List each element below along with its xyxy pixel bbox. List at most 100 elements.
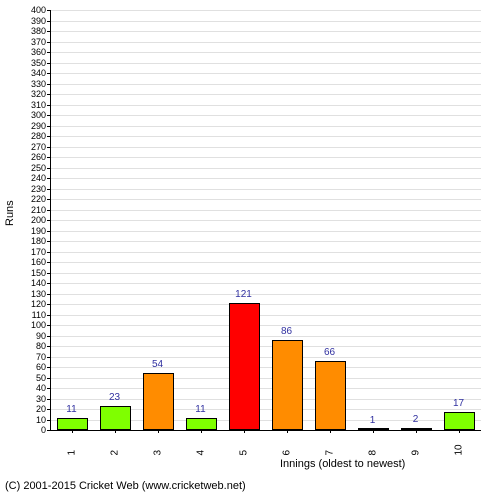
y-tick-label: 50 (36, 373, 46, 383)
y-tick-mark (47, 105, 50, 106)
y-tick-mark (47, 325, 50, 326)
y-tick-label: 330 (31, 79, 46, 89)
y-tick-mark (47, 252, 50, 253)
y-tick-mark (47, 262, 50, 263)
y-tick-label: 140 (31, 278, 46, 288)
y-tick-mark (47, 52, 50, 53)
grid-line (51, 357, 481, 358)
y-tick-label: 60 (36, 362, 46, 372)
y-tick-mark (47, 367, 50, 368)
y-tick-label: 120 (31, 299, 46, 309)
grid-line (51, 115, 481, 116)
grid-line (51, 378, 481, 379)
grid-line (51, 52, 481, 53)
y-tick-label: 10 (36, 415, 46, 425)
y-tick-mark (47, 168, 50, 169)
y-tick-mark (47, 231, 50, 232)
y-tick-mark (47, 73, 50, 74)
y-tick-label: 310 (31, 100, 46, 110)
y-tick-label: 320 (31, 89, 46, 99)
x-tick-mark (158, 430, 159, 433)
y-tick-label: 230 (31, 184, 46, 194)
y-tick-mark (47, 115, 50, 116)
grid-line (51, 346, 481, 347)
y-tick-label: 400 (31, 5, 46, 15)
x-tick-mark (416, 430, 417, 433)
y-tick-mark (47, 283, 50, 284)
y-tick-label: 150 (31, 268, 46, 278)
bar (272, 340, 302, 430)
bar (143, 373, 173, 430)
x-tick-mark (459, 430, 460, 433)
grid-line (51, 252, 481, 253)
y-tick-mark (47, 31, 50, 32)
y-tick-label: 350 (31, 58, 46, 68)
grid-line (51, 105, 481, 106)
x-tick-label: 8 (367, 450, 378, 456)
y-tick-mark (47, 210, 50, 211)
bar-value-label: 121 (235, 289, 252, 300)
y-tick-label: 270 (31, 142, 46, 152)
grid-line (51, 231, 481, 232)
grid-line (51, 336, 481, 337)
y-tick-mark (47, 304, 50, 305)
y-tick-mark (47, 336, 50, 337)
bar (229, 303, 259, 430)
bar (57, 418, 87, 430)
y-tick-mark (47, 273, 50, 274)
y-tick-mark (47, 420, 50, 421)
x-tick-label: 1 (66, 450, 77, 456)
grid-line (51, 31, 481, 32)
y-tick-mark (47, 378, 50, 379)
y-tick-label: 250 (31, 163, 46, 173)
y-tick-label: 300 (31, 110, 46, 120)
x-axis-title: Innings (oldest to newest) (280, 458, 405, 470)
bar-value-label: 17 (453, 398, 464, 409)
y-tick-mark (47, 126, 50, 127)
y-tick-mark (47, 346, 50, 347)
y-tick-label: 40 (36, 383, 46, 393)
grid-line (51, 315, 481, 316)
grid-line (51, 262, 481, 263)
y-tick-mark (47, 21, 50, 22)
y-tick-label: 180 (31, 236, 46, 246)
bar-value-label: 2 (413, 414, 419, 425)
y-tick-mark (47, 409, 50, 410)
grid-line (51, 294, 481, 295)
y-tick-mark (47, 189, 50, 190)
y-tick-mark (47, 63, 50, 64)
x-tick-mark (287, 430, 288, 433)
grid-line (51, 21, 481, 22)
x-tick-label: 10 (453, 444, 464, 455)
bar-value-label: 11 (195, 404, 205, 415)
y-tick-label: 290 (31, 121, 46, 131)
plot-area (50, 10, 481, 431)
grid-line (51, 42, 481, 43)
bar-value-label: 66 (324, 347, 335, 358)
y-tick-mark (47, 357, 50, 358)
y-tick-label: 220 (31, 194, 46, 204)
grid-line (51, 10, 481, 11)
y-tick-mark (47, 430, 50, 431)
y-tick-mark (47, 178, 50, 179)
grid-line (51, 84, 481, 85)
grid-line (51, 283, 481, 284)
bar (100, 406, 130, 430)
x-tick-label: 2 (109, 450, 120, 456)
x-tick-label: 3 (152, 450, 163, 456)
grid-line (51, 189, 481, 190)
grid-line (51, 241, 481, 242)
grid-line (51, 325, 481, 326)
y-tick-label: 130 (31, 289, 46, 299)
bar (315, 361, 345, 430)
y-tick-label: 160 (31, 257, 46, 267)
bar-value-label: 1 (370, 415, 376, 426)
x-tick-label: 5 (238, 450, 249, 456)
y-tick-label: 0 (41, 425, 46, 435)
y-tick-label: 280 (31, 131, 46, 141)
grid-line (51, 304, 481, 305)
grid-line (51, 157, 481, 158)
y-tick-label: 80 (36, 341, 46, 351)
x-tick-label: 4 (195, 450, 206, 456)
y-tick-label: 30 (36, 394, 46, 404)
